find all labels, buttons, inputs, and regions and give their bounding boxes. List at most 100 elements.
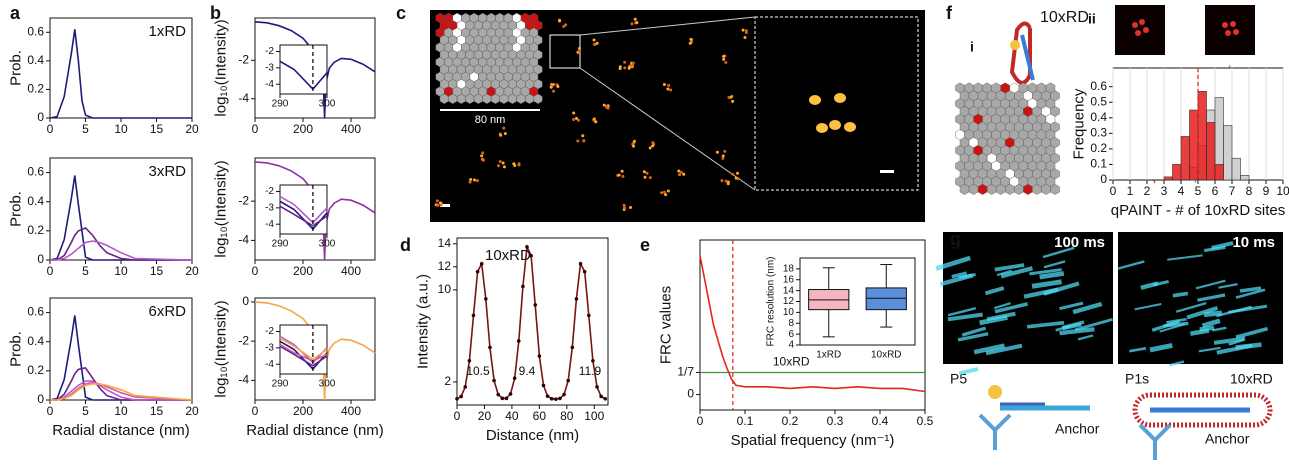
- spot: [572, 111, 576, 115]
- x-axis-label: qPAINT - # of 10xRD sites: [1111, 202, 1286, 219]
- x-tick-label: 80: [560, 409, 574, 423]
- hist-bar: [1240, 175, 1250, 181]
- spot: [549, 85, 553, 89]
- spot: [721, 154, 725, 158]
- data-point: [541, 383, 546, 388]
- hist-bar: [1206, 122, 1216, 181]
- spot: [623, 66, 627, 70]
- data-point: [459, 394, 463, 399]
- hairpin: [1009, 21, 1032, 85]
- spot: [1135, 30, 1141, 36]
- filament: [1140, 281, 1159, 290]
- y-tick-label: -4: [265, 219, 274, 230]
- annotation: 6xRD: [148, 303, 186, 320]
- decoration: [430, 5, 1283, 460]
- exposure: 10 ms: [1232, 234, 1275, 251]
- spot: [577, 46, 581, 50]
- series-line: [50, 240, 193, 261]
- spot: [1143, 27, 1149, 33]
- y-tick-label: 0.6: [27, 24, 44, 38]
- plot-frame: [49, 297, 193, 401]
- spot: [435, 203, 439, 207]
- x-tick-label: 200: [293, 122, 313, 136]
- hist-bar: [1163, 176, 1173, 181]
- filament: [1198, 346, 1221, 353]
- data-point: [578, 261, 583, 266]
- spot: [502, 165, 506, 169]
- data-point: [484, 297, 488, 301]
- data-point: [467, 358, 472, 363]
- spot: [741, 28, 745, 32]
- probe-label: P1s: [1125, 371, 1149, 387]
- filament: [1197, 293, 1226, 302]
- plot-frame: [279, 184, 328, 235]
- x-tick-label: 5: [82, 404, 89, 418]
- x-tick-label: 8: [1246, 184, 1253, 198]
- spot: [666, 87, 670, 91]
- x-tick-label: 20: [185, 122, 199, 136]
- filament: [1239, 286, 1262, 293]
- spot: [630, 22, 634, 26]
- y-tick-label: 0.1: [1090, 157, 1107, 171]
- filament: [1043, 260, 1066, 269]
- spot: [618, 67, 622, 71]
- y-axis-label: Prob.: [7, 331, 24, 367]
- filament: [985, 343, 1023, 356]
- annotation: 10xRD: [485, 247, 531, 264]
- data-point: [463, 385, 468, 389]
- filament: [957, 332, 989, 342]
- spot: [578, 49, 582, 53]
- spot: [678, 173, 682, 177]
- filament: [1059, 301, 1084, 311]
- y-tick-label: 14: [438, 236, 452, 250]
- x-axis-label: Radial distance (nm): [52, 422, 190, 439]
- filament: [1029, 268, 1062, 276]
- spot: [502, 126, 506, 130]
- spot: [648, 146, 652, 150]
- hist-bar: [1197, 91, 1207, 181]
- panel-label: d: [400, 235, 411, 255]
- filament: [958, 273, 976, 280]
- spot: [648, 176, 652, 180]
- filament: [994, 302, 1029, 314]
- data-point: [455, 396, 459, 401]
- filament: [1159, 323, 1186, 333]
- data-point: [591, 358, 595, 363]
- data-point: [574, 297, 579, 301]
- data-point: [545, 394, 550, 398]
- series-line: [50, 367, 192, 401]
- data-point: [549, 396, 554, 401]
- filament: [994, 263, 1025, 272]
- spot: [1233, 29, 1239, 35]
- y-tick-label: 0: [37, 252, 44, 266]
- spot: [627, 66, 631, 70]
- x-tick-label: 290: [272, 99, 289, 110]
- spot: [623, 60, 627, 64]
- y-tick-label: 10: [783, 307, 795, 318]
- hex-cell: [533, 93, 543, 105]
- spot: [593, 43, 597, 47]
- x-tick-label: 1: [1127, 184, 1134, 198]
- y-tick-label: -3: [265, 63, 274, 74]
- subpanel-label: ii: [1088, 11, 1096, 27]
- spot: [472, 178, 476, 182]
- x-tick-label: 20: [185, 404, 199, 418]
- spot: [620, 169, 624, 173]
- data-point: [582, 269, 587, 274]
- hist-bar: [1189, 109, 1199, 181]
- spot: [731, 99, 735, 103]
- y-tick-label: 6: [788, 329, 794, 340]
- construct-label: 10xRD: [1230, 371, 1273, 387]
- spot: [503, 132, 507, 136]
- data-point: [516, 339, 521, 343]
- spot: [517, 163, 521, 167]
- y-tick-label: 0.2: [27, 223, 44, 237]
- x-tick-label: 0.4: [872, 414, 889, 428]
- spot: [667, 83, 671, 87]
- spot: [481, 158, 485, 162]
- spot: [660, 191, 664, 195]
- spot: [438, 201, 442, 205]
- spot: [682, 172, 686, 176]
- filament: [984, 286, 1005, 296]
- x-tick-label: 0.2: [782, 414, 799, 428]
